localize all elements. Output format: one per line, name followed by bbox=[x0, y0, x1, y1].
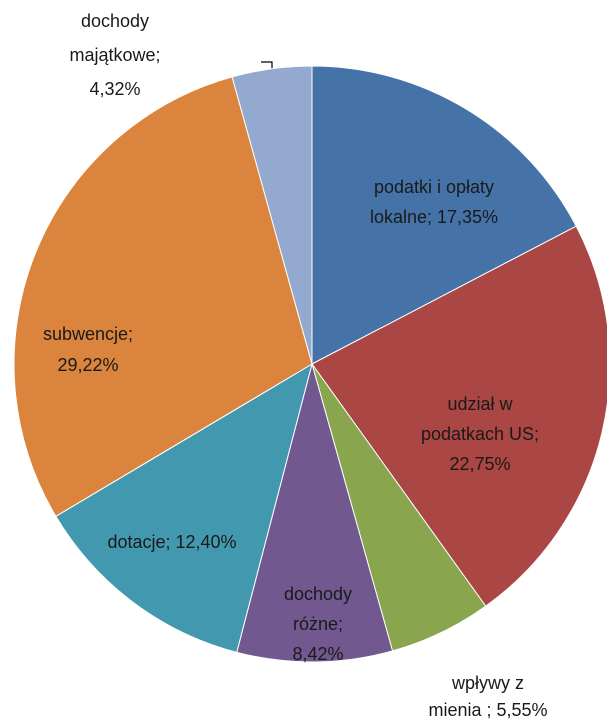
data-label: różne; bbox=[293, 614, 343, 634]
data-label: lokalne; 17,35% bbox=[370, 207, 498, 227]
pie-slice bbox=[311, 65, 577, 365]
data-label: dochody bbox=[81, 11, 149, 31]
pie-slice bbox=[236, 362, 394, 663]
data-label: podatkach US; bbox=[421, 424, 539, 444]
data-label: subwencje; bbox=[43, 324, 133, 344]
pie-slice bbox=[13, 76, 313, 517]
data-label: udział w bbox=[447, 394, 513, 414]
data-label: 29,22% bbox=[57, 355, 118, 375]
pie-slice bbox=[231, 65, 313, 365]
pie-slice bbox=[55, 362, 313, 653]
data-label: 22,75% bbox=[449, 454, 510, 474]
data-label: wpływy z bbox=[451, 673, 524, 693]
data-label: dotacje; 12,40% bbox=[107, 532, 236, 552]
data-label: dochody bbox=[284, 584, 352, 604]
data-label: 4,32% bbox=[89, 79, 140, 99]
data-label: mienia ; 5,55% bbox=[428, 700, 547, 720]
pie-slice bbox=[311, 225, 607, 607]
data-label: podatki i opłaty bbox=[374, 177, 494, 197]
data-label: majątkowe; bbox=[69, 45, 160, 65]
data-label: 8,42% bbox=[292, 644, 343, 664]
